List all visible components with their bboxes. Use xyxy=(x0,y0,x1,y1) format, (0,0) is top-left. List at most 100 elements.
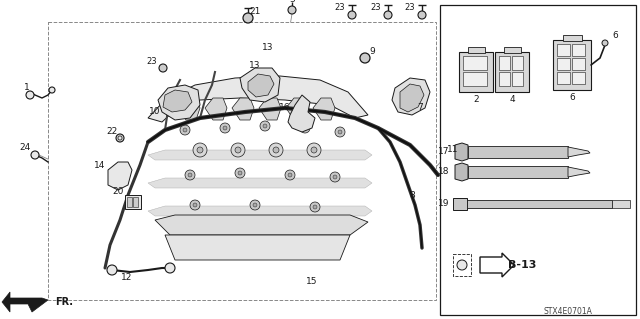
Circle shape xyxy=(193,203,197,207)
Text: 3: 3 xyxy=(289,0,295,4)
Text: 20: 20 xyxy=(112,188,124,197)
Circle shape xyxy=(185,170,195,180)
Polygon shape xyxy=(205,98,227,120)
Polygon shape xyxy=(165,235,350,260)
Polygon shape xyxy=(455,143,468,161)
Circle shape xyxy=(300,123,310,133)
Bar xyxy=(512,72,523,86)
Bar xyxy=(125,195,141,209)
Polygon shape xyxy=(148,150,372,160)
Bar xyxy=(48,22,436,300)
Circle shape xyxy=(288,6,296,14)
Polygon shape xyxy=(2,292,48,312)
Circle shape xyxy=(335,127,345,137)
Text: STX4E0701A: STX4E0701A xyxy=(543,308,593,316)
Circle shape xyxy=(180,125,190,135)
Bar xyxy=(453,254,471,276)
Circle shape xyxy=(49,87,55,93)
Bar xyxy=(459,52,493,92)
Bar xyxy=(495,52,529,92)
Circle shape xyxy=(190,200,200,210)
Circle shape xyxy=(310,202,320,212)
Polygon shape xyxy=(163,90,192,112)
Circle shape xyxy=(360,53,370,63)
Bar xyxy=(504,47,521,53)
Bar xyxy=(557,44,570,56)
Circle shape xyxy=(193,143,207,157)
Polygon shape xyxy=(158,85,200,120)
Circle shape xyxy=(384,11,392,19)
Polygon shape xyxy=(568,147,590,157)
Bar xyxy=(557,58,570,70)
Bar xyxy=(463,56,487,70)
Text: 16: 16 xyxy=(279,103,291,113)
Polygon shape xyxy=(288,95,315,132)
Polygon shape xyxy=(108,162,132,190)
Circle shape xyxy=(235,147,241,153)
Polygon shape xyxy=(313,98,335,120)
Text: 23: 23 xyxy=(404,4,415,12)
Bar xyxy=(572,72,585,84)
Circle shape xyxy=(26,91,34,99)
Text: 15: 15 xyxy=(307,278,317,286)
Circle shape xyxy=(107,265,117,275)
Text: 18: 18 xyxy=(438,167,449,176)
Circle shape xyxy=(253,203,257,207)
Bar xyxy=(572,58,585,70)
Text: 9: 9 xyxy=(369,48,375,56)
Polygon shape xyxy=(480,253,514,277)
Bar xyxy=(499,72,510,86)
Text: 13: 13 xyxy=(262,42,274,51)
Bar xyxy=(440,5,636,315)
Circle shape xyxy=(235,168,245,178)
Circle shape xyxy=(197,147,203,153)
Polygon shape xyxy=(155,215,368,235)
Circle shape xyxy=(260,121,270,131)
Text: 14: 14 xyxy=(94,160,106,169)
Text: FR.: FR. xyxy=(55,297,73,307)
Polygon shape xyxy=(286,98,308,120)
Text: 24: 24 xyxy=(19,144,31,152)
Circle shape xyxy=(238,171,242,175)
Text: 22: 22 xyxy=(106,127,118,136)
Circle shape xyxy=(303,126,307,130)
Circle shape xyxy=(165,263,175,273)
Circle shape xyxy=(188,173,192,177)
Text: 23: 23 xyxy=(147,56,157,65)
Circle shape xyxy=(418,11,426,19)
Circle shape xyxy=(333,175,337,179)
Text: 17: 17 xyxy=(438,147,449,157)
Polygon shape xyxy=(148,76,368,122)
Bar xyxy=(557,72,570,84)
Circle shape xyxy=(457,260,467,270)
Text: 19: 19 xyxy=(438,199,449,209)
Polygon shape xyxy=(240,68,280,102)
Circle shape xyxy=(250,200,260,210)
Bar xyxy=(127,197,132,207)
Circle shape xyxy=(231,143,245,157)
Circle shape xyxy=(159,64,167,72)
Bar xyxy=(563,35,582,41)
Text: 8: 8 xyxy=(409,190,415,199)
Circle shape xyxy=(330,172,340,182)
Text: 7: 7 xyxy=(417,102,423,112)
Polygon shape xyxy=(259,98,281,120)
Bar xyxy=(553,40,591,90)
Polygon shape xyxy=(392,78,430,115)
Polygon shape xyxy=(178,98,200,120)
Circle shape xyxy=(288,173,292,177)
Text: 13: 13 xyxy=(249,61,260,70)
Bar xyxy=(572,44,585,56)
Circle shape xyxy=(313,205,317,209)
Bar xyxy=(512,56,523,70)
Circle shape xyxy=(223,126,227,130)
Polygon shape xyxy=(455,163,468,181)
Circle shape xyxy=(273,147,279,153)
Circle shape xyxy=(348,11,356,19)
Text: 11: 11 xyxy=(447,145,459,153)
Bar xyxy=(612,200,630,208)
Text: 6: 6 xyxy=(612,31,618,40)
Text: 23: 23 xyxy=(371,4,381,12)
Polygon shape xyxy=(568,167,590,177)
Circle shape xyxy=(338,130,342,134)
